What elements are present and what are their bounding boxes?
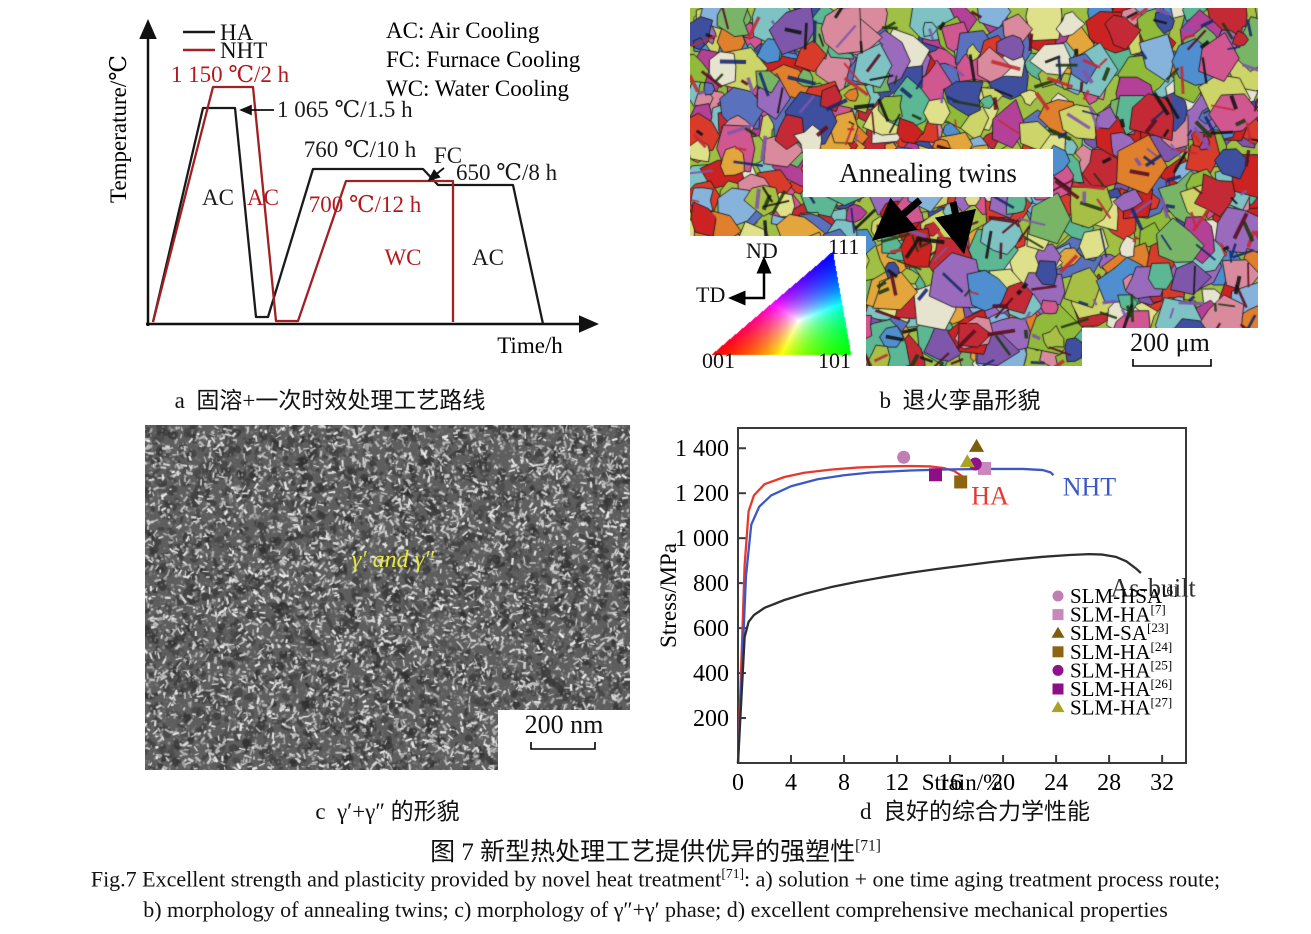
svg-text:SLM-HA[25]: SLM-HA[25] — [1070, 657, 1172, 682]
svg-text:SLM-SA[23]: SLM-SA[23] — [1070, 620, 1169, 645]
ipf-101-label: 101 — [818, 348, 851, 373]
svg-text:16: 16 — [938, 770, 962, 794]
figure-caption-zh: 图 7 新型热处理工艺提供优异的强塑性[71] — [0, 832, 1311, 868]
scale-bar-label: 200 nm — [524, 710, 604, 739]
svg-text:1 000: 1 000 — [675, 526, 729, 552]
figure-caption-en-line1: Fig.7 Excellent strength and plasticity … — [0, 866, 1311, 892]
panel-b-ebsd-map: Annealing twins ND TD 001 101 111 200 μm — [690, 8, 1258, 374]
ipf-color-key: ND TD 001 101 111 — [690, 234, 866, 374]
svg-text:HA: HA — [220, 20, 254, 45]
figure-caption-zh-ref: [71] — [855, 837, 881, 855]
svg-text:4: 4 — [785, 770, 797, 794]
svg-text:28: 28 — [1097, 770, 1121, 794]
nd-td-axes — [728, 256, 772, 306]
phase-label: γ′ and γ″ — [351, 547, 435, 573]
svg-text:1 200: 1 200 — [675, 481, 729, 507]
svg-text:700 ℃/12 h: 700 ℃/12 h — [309, 192, 422, 217]
svg-text:WC: WC — [384, 245, 421, 270]
svg-text:0: 0 — [732, 770, 744, 794]
svg-text:FC: Furnace Cooling: FC: Furnace Cooling — [386, 47, 581, 72]
svg-text:1 400: 1 400 — [675, 436, 729, 462]
svg-text:Temperature/℃: Temperature/℃ — [106, 55, 131, 203]
svg-text:32: 32 — [1150, 770, 1174, 794]
scale-bar-200um: 200 μm — [1082, 328, 1258, 368]
svg-text:NHT: NHT — [1063, 472, 1117, 501]
svg-text:800: 800 — [693, 571, 729, 597]
svg-text:WC: Water Cooling: WC: Water Cooling — [386, 76, 569, 101]
svg-text:Stress/MPa: Stress/MPa — [660, 543, 681, 648]
caption-en1-pre: Fig.7 Excellent strength and plasticity … — [90, 866, 722, 892]
td-label: TD — [696, 282, 726, 307]
svg-text:HA: HA — [971, 481, 1009, 510]
ipf-001-label: 001 — [702, 348, 735, 373]
svg-text:200: 200 — [693, 706, 729, 732]
stress-strain-chart: 0 4 8 12 16 20 24 28 32 200 400 600 800 1 000 1 200 1 4… — [656, 427, 1196, 796]
scale-bar-label: 200 μm — [1130, 328, 1210, 357]
ipf-111-label: 111 — [828, 234, 860, 259]
svg-text:1 150 ℃/2 h: 1 150 ℃/2 h — [171, 62, 290, 87]
scale-bar-bracket — [1132, 359, 1212, 367]
panel-d-stress-strain-chart: 0 4 8 12 16 20 24 28 32 200 400 600 800 1 000 1 200 1 4… — [656, 422, 1310, 799]
svg-text:As-built: As-built — [1110, 574, 1196, 603]
svg-text:600: 600 — [693, 616, 729, 642]
svg-text:20: 20 — [991, 770, 1015, 794]
figure-caption-zh-text: 图 7 新型热处理工艺提供优异的强塑性 — [430, 839, 856, 866]
svg-text:12: 12 — [885, 770, 909, 794]
caption-d: d 良好的综合力学性能 — [860, 799, 1090, 824]
caption-b: b 退火孪晶形貌 — [879, 388, 1041, 413]
nd-label: ND — [746, 238, 778, 263]
svg-text:8: 8 — [838, 770, 850, 794]
svg-text:AC: AC — [472, 245, 504, 270]
svg-text:AC: Air Cooling: AC: Air Cooling — [386, 18, 540, 43]
svg-text:SLM-HA[26]: SLM-HA[26] — [1070, 676, 1172, 701]
svg-text:24: 24 — [1044, 770, 1068, 794]
svg-text:AC: AC — [247, 185, 279, 210]
caption-en1-ref: [71] — [721, 866, 745, 881]
svg-text:1 065 ℃/1.5 h: 1 065 ℃/1.5 h — [277, 97, 413, 122]
svg-text:Time/h: Time/h — [497, 333, 563, 358]
svg-text:AC: AC — [202, 185, 234, 210]
annealing-twins-label: Annealing twins — [839, 157, 1017, 188]
annealing-twins-callout: Annealing twins — [803, 149, 1053, 197]
svg-text:SLM-HSA[6]: SLM-HSA[6] — [1070, 583, 1177, 608]
svg-text:NHT: NHT — [220, 38, 267, 63]
svg-text:Strain/%: Strain/% — [922, 770, 1003, 794]
svg-text:FC: FC — [434, 143, 462, 168]
scale-bar-200nm: 200 nm — [498, 710, 630, 770]
caption-c: c γ′+γ″ 的形貌 — [315, 799, 460, 824]
panel-c-sem-image: γ′ and γ″ 200 nm — [145, 425, 630, 770]
svg-text:650 ℃/8 h: 650 ℃/8 h — [456, 160, 558, 185]
panel-a-process-chart: Temperature/℃ Time/h HA NHT AC: Air Cooling F… — [8, 4, 656, 383]
caption-en1-post: : a) solution + one time aging treatment… — [744, 866, 1221, 892]
svg-text:SLM-HA[27]: SLM-HA[27] — [1070, 695, 1172, 720]
caption-a: a 固溶+一次时效处理工艺路线 — [174, 388, 486, 413]
svg-text:SLM-HA[7]: SLM-HA[7] — [1070, 602, 1166, 627]
svg-text:760 ℃/10 h: 760 ℃/10 h — [304, 137, 417, 162]
svg-text:SLM-HA[24]: SLM-HA[24] — [1070, 639, 1172, 664]
figure-caption-en-line2: b) morphology of annealing twins; c) mor… — [143, 897, 1168, 922]
svg-text:400: 400 — [693, 661, 729, 687]
scale-bar-bracket — [530, 742, 596, 750]
